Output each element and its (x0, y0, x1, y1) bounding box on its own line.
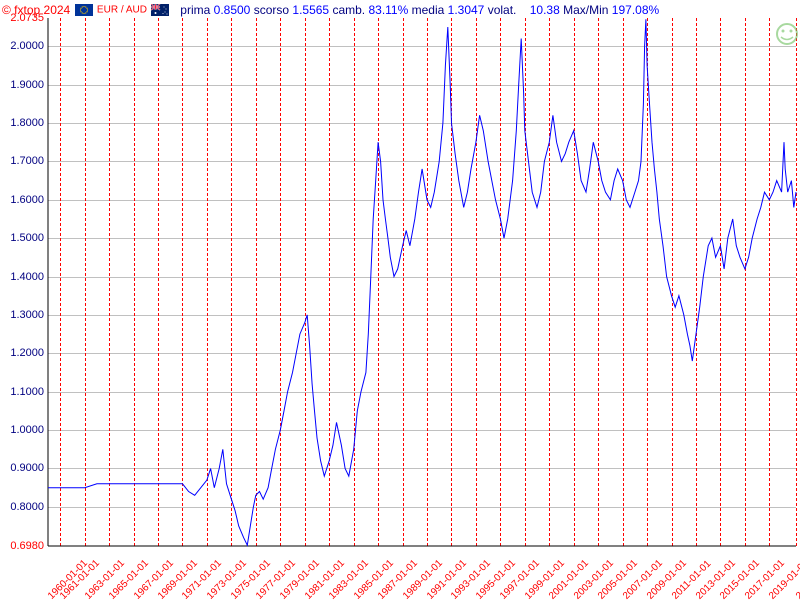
price-series (0, 0, 800, 600)
chart-area: 0.80000.90001.00001.10001.20001.30001.40… (0, 0, 800, 600)
